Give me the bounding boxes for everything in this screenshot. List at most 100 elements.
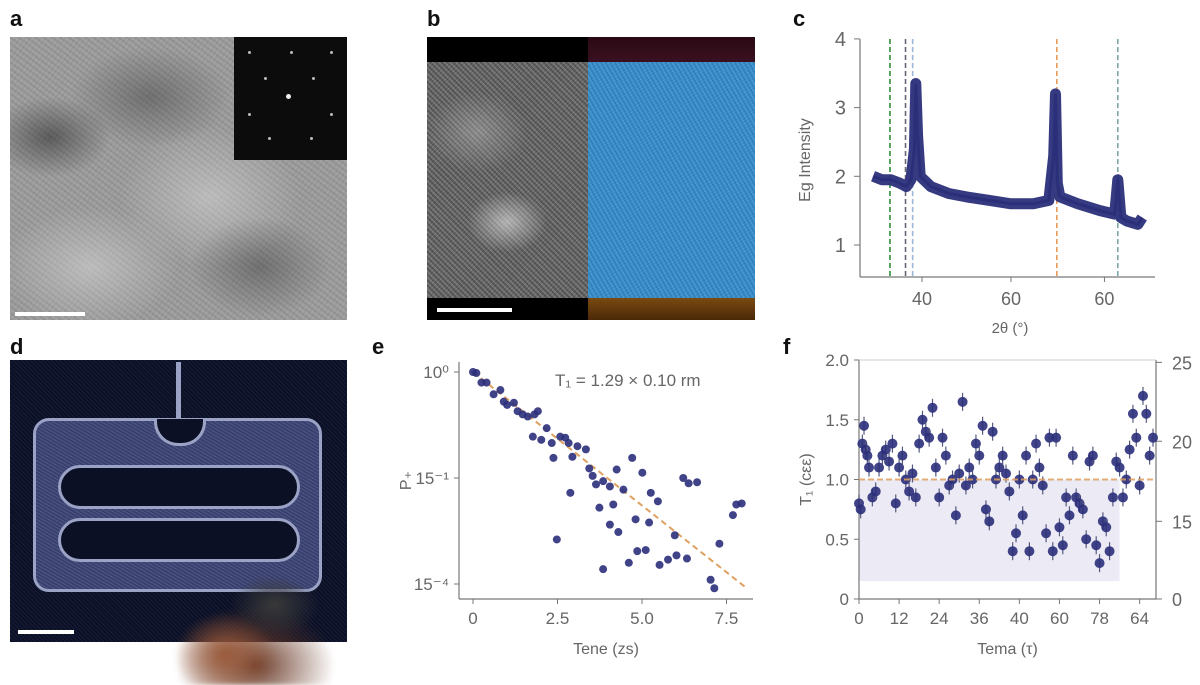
e-data-point (737, 499, 746, 508)
f-data-point (1061, 492, 1072, 503)
e-data-point (549, 453, 558, 462)
f-right-tick-label: 15 (1172, 512, 1192, 532)
e-data-point (542, 424, 551, 433)
e-data-point (605, 482, 614, 491)
panel-label-e: e (372, 334, 385, 359)
e-data-point (645, 518, 654, 527)
e-data-point (489, 390, 498, 399)
e-x-tick-label: 0 (468, 609, 477, 628)
f-x-tick-label: 78 (1090, 609, 1109, 628)
f-right-tick-label: 20 (1172, 432, 1192, 452)
f-data-point (884, 456, 895, 467)
f-y-tick-label: 1.5 (825, 411, 849, 430)
e-data-point (641, 546, 650, 555)
f-data-point (1054, 522, 1065, 533)
panel-label-f: f (783, 334, 791, 359)
f-data-point (1134, 480, 1145, 491)
micrograph-a (10, 37, 347, 320)
f-data-point (927, 402, 938, 413)
e-data-point (633, 547, 642, 556)
f-data-point (897, 450, 908, 461)
diffraction-inset (234, 37, 347, 160)
f-data-point (1131, 432, 1142, 443)
f-data-point (977, 420, 988, 431)
e-data-point (646, 488, 655, 497)
f-data-point (974, 450, 985, 461)
f-data-point (1121, 474, 1132, 485)
e-x-tick-label: 2.5 (546, 609, 570, 628)
e-data-point (573, 442, 582, 451)
e-data-point (482, 378, 491, 387)
e-data-point (595, 503, 604, 512)
feedline (176, 362, 181, 420)
f-data-point (1094, 558, 1105, 569)
f-data-point (1127, 408, 1138, 419)
slot-upper (58, 465, 300, 509)
f-data-point (910, 492, 921, 503)
panel-label-b: b (427, 6, 441, 31)
f-data-point (1034, 462, 1045, 473)
f-data-point (855, 504, 866, 515)
e-data-point (624, 558, 633, 567)
c-y-axis-label: Eg Intensity (797, 118, 814, 202)
c-x-tick-label: 40 (912, 289, 932, 309)
f-data-point (1031, 438, 1042, 449)
f-data-point (1141, 408, 1152, 419)
panel-label-d: d (10, 334, 24, 359)
f-data-point (864, 462, 875, 473)
f-data-point (934, 492, 945, 503)
f-data-point (887, 438, 898, 449)
e-y-tick-label: 15⁻¹ (415, 469, 449, 488)
e-data-point (679, 474, 688, 482)
f-y-tick-label: 2.0 (825, 351, 849, 370)
e-data-point (609, 500, 618, 509)
f-x-axis-label: Tema (τ) (977, 641, 1038, 658)
f-y-tick-label: 0 (840, 590, 849, 609)
e-y-tick-label: 10⁰ (423, 363, 449, 382)
e-data-point (552, 535, 561, 544)
f-data-point (1144, 450, 1155, 461)
e-y-axis-label: P₊ (398, 471, 415, 490)
e-data-point (528, 432, 537, 441)
f-data-point (1091, 540, 1102, 551)
e-x-tick-label: 5.0 (630, 609, 654, 628)
e-data-point (614, 528, 623, 537)
f-data-point (1107, 492, 1118, 503)
f-data-point (924, 432, 935, 443)
e-data-point (537, 435, 546, 444)
f-data-point (1021, 450, 1032, 461)
f-data-point (1148, 432, 1158, 443)
f-x-tick-label: 64 (1130, 609, 1149, 628)
e-data-point (684, 479, 693, 488)
e-data-point (599, 477, 608, 486)
f-data-point (1137, 390, 1148, 401)
f-data-point (1024, 546, 1035, 557)
c-x-tick-label: 60 (1094, 289, 1114, 309)
elemental-map (588, 62, 755, 298)
f-data-point (1001, 468, 1011, 479)
f-data-point (862, 450, 873, 461)
f-data-point (970, 438, 981, 449)
f-data-point (1057, 540, 1068, 551)
qubit-device (33, 418, 322, 592)
f-data-point (997, 450, 1008, 461)
e-data-point (653, 497, 662, 506)
f-data-point (1081, 534, 1092, 545)
e-data-point (533, 407, 542, 416)
f-data-point (1047, 546, 1058, 557)
f-data-point (880, 444, 891, 455)
scale-bar (15, 312, 85, 316)
c-y-tick-label: 2 (835, 166, 846, 188)
f-data-point (1077, 504, 1088, 515)
f-data-point (987, 426, 998, 437)
f-data-point (1124, 444, 1135, 455)
f-data-point (1041, 528, 1052, 539)
e-data-point (619, 485, 628, 494)
f-data-point (1037, 480, 1048, 491)
e-data-point (664, 555, 673, 564)
e-data-point (655, 560, 664, 569)
f-data-point (964, 462, 975, 473)
e-data-point (496, 386, 505, 395)
c-series-line (872, 83, 1144, 227)
f-data-point (907, 468, 918, 479)
